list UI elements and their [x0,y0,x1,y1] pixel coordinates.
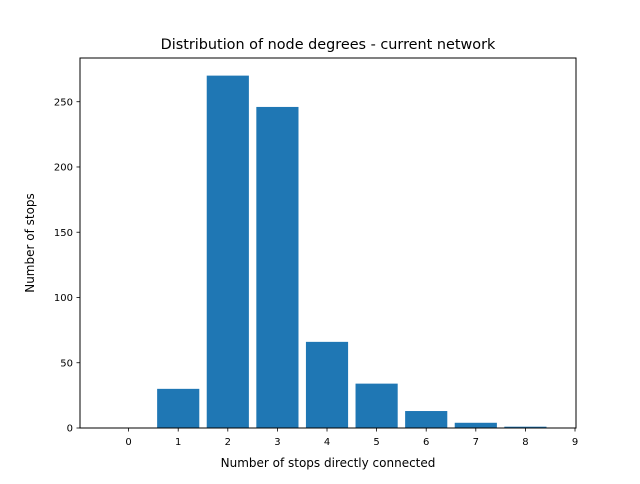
x-tick-label: 3 [274,437,280,448]
y-tick-label: 100 [54,293,73,304]
x-tick-label: 8 [522,437,528,448]
x-tick-label: 6 [423,437,429,448]
chart-title: Distribution of node degrees - current n… [161,37,496,53]
bar-degree-6 [405,411,448,428]
x-axis: 0 1 2 3 4 5 6 7 8 9 [125,428,578,448]
x-axis-label: Number of stops directly connected [221,456,436,470]
x-tick-label: 1 [175,437,181,448]
bars-layer [157,75,547,429]
x-tick-label: 2 [225,437,231,448]
bar-degree-2 [206,75,249,429]
y-tick-label: 150 [54,228,73,239]
plot-frame [79,57,577,429]
bar-degree-8 [504,426,547,428]
x-tick-label: 4 [324,437,330,448]
bar-degree-1 [157,388,200,428]
y-axis-label: Number of stops [23,193,37,293]
bar-degree-3 [256,106,299,428]
x-tick-label: 5 [373,437,379,448]
y-axis: 0 50 100 150 200 250 [54,97,80,435]
y-tick-label: 0 [67,424,73,435]
bar-degree-4 [305,341,349,428]
x-tick-label: 0 [125,437,131,448]
bar-degree-7 [454,422,497,428]
y-tick-label: 50 [60,358,73,369]
y-tick-label: 200 [54,163,73,174]
y-tick-label: 250 [54,97,73,108]
x-tick-label: 9 [572,437,578,448]
bar-degree-5 [355,383,398,428]
x-tick-label: 7 [473,437,479,448]
